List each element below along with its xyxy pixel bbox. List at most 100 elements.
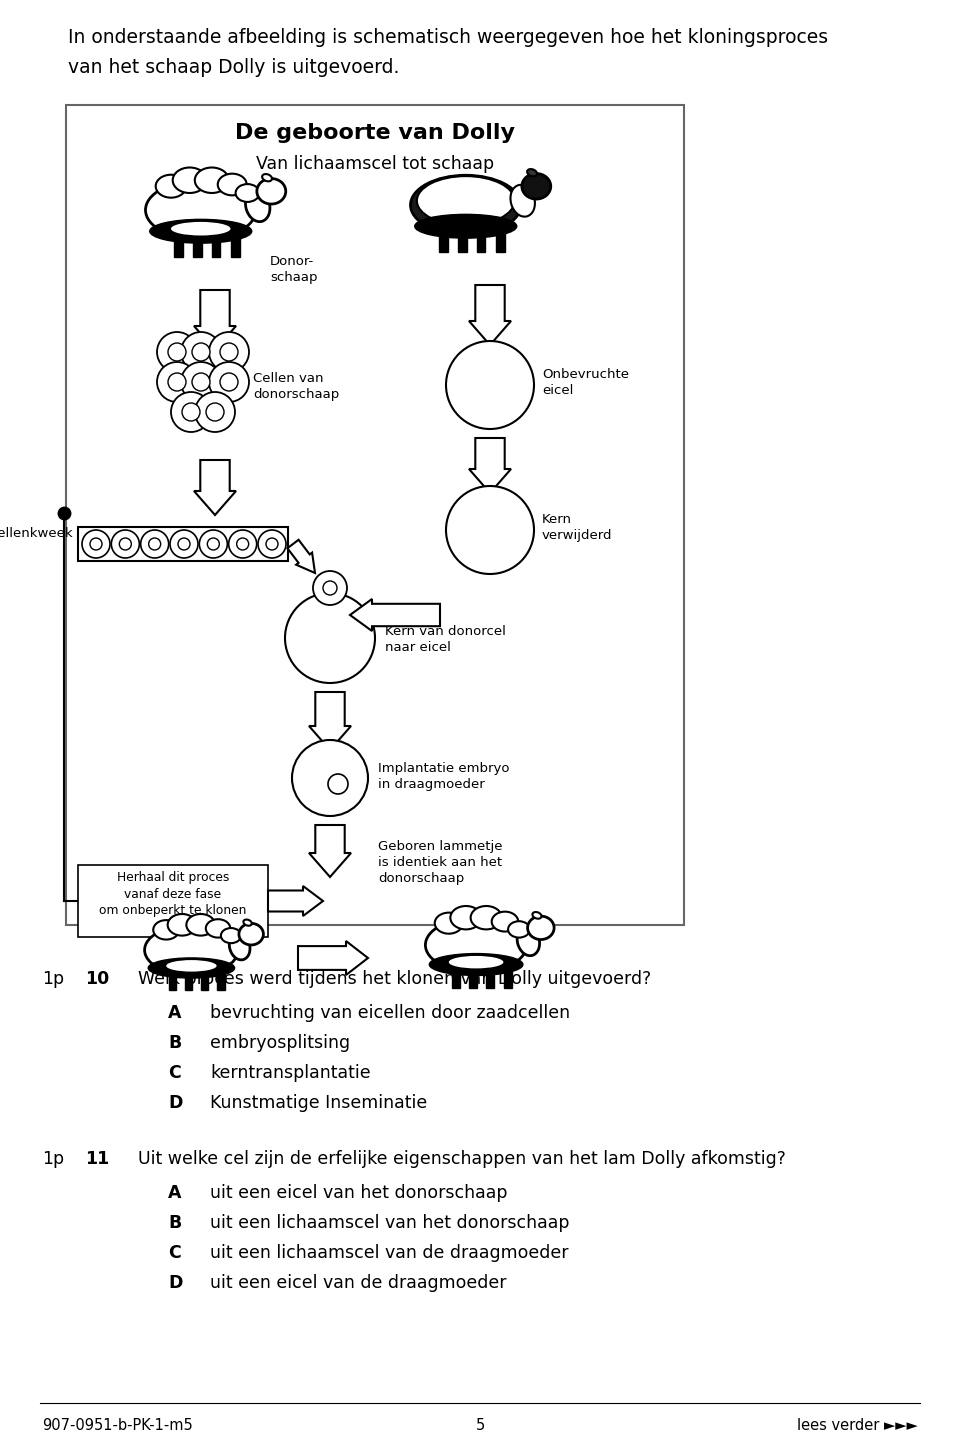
Circle shape — [209, 331, 249, 372]
Bar — [452, 967, 460, 988]
Bar — [185, 969, 192, 990]
Circle shape — [237, 538, 249, 550]
Text: 11: 11 — [85, 1150, 109, 1168]
Circle shape — [209, 362, 249, 402]
Polygon shape — [350, 599, 440, 631]
Circle shape — [119, 538, 132, 550]
Circle shape — [181, 331, 221, 372]
Text: lees verder ►►►: lees verder ►►► — [797, 1418, 918, 1433]
Circle shape — [200, 530, 228, 559]
Ellipse shape — [425, 917, 527, 972]
Circle shape — [181, 362, 221, 402]
Text: Donor-
schaap: Donor- schaap — [270, 255, 318, 284]
Text: uit een eicel van het donorschaap: uit een eicel van het donorschaap — [210, 1184, 508, 1202]
Text: Kunstmatige Inseminatie: Kunstmatige Inseminatie — [210, 1094, 427, 1111]
Ellipse shape — [150, 220, 252, 243]
Bar — [212, 233, 220, 256]
Circle shape — [207, 538, 219, 550]
Text: A: A — [168, 1004, 181, 1022]
Text: B: B — [168, 1035, 181, 1052]
Polygon shape — [309, 825, 351, 877]
Ellipse shape — [415, 214, 516, 239]
Text: Geboren lammetje
is identiek aan het
donorschaap: Geboren lammetje is identiek aan het don… — [378, 841, 502, 886]
Ellipse shape — [229, 933, 250, 959]
Ellipse shape — [166, 959, 217, 971]
Ellipse shape — [195, 168, 228, 192]
Ellipse shape — [246, 190, 270, 221]
Bar — [440, 229, 448, 252]
Ellipse shape — [435, 913, 463, 933]
Ellipse shape — [235, 184, 259, 203]
Ellipse shape — [262, 174, 272, 181]
Ellipse shape — [511, 185, 535, 217]
Bar — [458, 229, 467, 252]
Circle shape — [82, 530, 110, 559]
Polygon shape — [287, 540, 315, 573]
Circle shape — [446, 341, 534, 428]
Circle shape — [328, 774, 348, 794]
Ellipse shape — [411, 175, 521, 234]
Polygon shape — [298, 941, 368, 975]
Ellipse shape — [218, 174, 247, 195]
Polygon shape — [194, 460, 236, 515]
Circle shape — [149, 538, 160, 550]
Text: Kern
verwijderd: Kern verwijderd — [542, 514, 612, 543]
Ellipse shape — [156, 175, 186, 198]
Circle shape — [220, 343, 238, 360]
Text: uit een lichaamscel van het donorschaap: uit een lichaamscel van het donorschaap — [210, 1214, 569, 1231]
Text: In onderstaande afbeelding is schematisch weergegeven hoe het kloningsproces: In onderstaande afbeelding is schematisc… — [68, 27, 828, 46]
Circle shape — [192, 373, 210, 391]
Polygon shape — [469, 438, 511, 493]
Bar — [504, 967, 512, 988]
Text: Welk proces werd tijdens het klonen van Dolly uitgevoerd?: Welk proces werd tijdens het klonen van … — [138, 969, 651, 988]
Text: Cellen van
donorschaap: Cellen van donorschaap — [253, 372, 339, 401]
Ellipse shape — [221, 928, 241, 943]
Text: van het schaap Dolly is uitgevoerd.: van het schaap Dolly is uitgevoerd. — [68, 58, 399, 77]
Circle shape — [195, 392, 235, 433]
Circle shape — [182, 404, 200, 421]
Bar — [66, 106, 684, 925]
Polygon shape — [194, 289, 236, 350]
Bar — [496, 229, 505, 252]
Text: Implantatie embryo
in draagmoeder: Implantatie embryo in draagmoeder — [378, 763, 510, 792]
Ellipse shape — [173, 168, 206, 192]
Ellipse shape — [522, 174, 551, 200]
Ellipse shape — [244, 919, 252, 926]
Text: Cellenkweek: Cellenkweek — [0, 527, 73, 540]
Circle shape — [157, 362, 197, 402]
Text: D: D — [168, 1094, 182, 1111]
Ellipse shape — [205, 919, 230, 938]
Circle shape — [220, 373, 238, 391]
Ellipse shape — [146, 181, 256, 240]
Ellipse shape — [429, 954, 523, 975]
Circle shape — [111, 530, 139, 559]
Bar — [78, 865, 268, 938]
Text: A: A — [168, 1184, 181, 1202]
Text: B: B — [168, 1214, 181, 1231]
Text: bevruchting van eicellen door zaadcellen: bevruchting van eicellen door zaadcellen — [210, 1004, 570, 1022]
Text: uit een lichaamscel van de draagmoeder: uit een lichaamscel van de draagmoeder — [210, 1244, 568, 1262]
Circle shape — [292, 739, 368, 816]
Ellipse shape — [517, 926, 540, 955]
Circle shape — [168, 343, 186, 360]
Text: 10: 10 — [85, 969, 109, 988]
Text: embryosplitsing: embryosplitsing — [210, 1035, 350, 1052]
Bar — [486, 967, 494, 988]
Bar — [201, 969, 208, 990]
Bar — [169, 969, 177, 990]
Ellipse shape — [168, 915, 197, 936]
Circle shape — [178, 538, 190, 550]
Polygon shape — [309, 692, 351, 750]
Text: De geboorte van Dolly: De geboorte van Dolly — [235, 123, 515, 143]
Ellipse shape — [239, 923, 263, 945]
Ellipse shape — [533, 912, 541, 919]
Bar — [175, 233, 183, 256]
Text: 5: 5 — [475, 1418, 485, 1433]
Polygon shape — [469, 285, 511, 344]
Ellipse shape — [470, 906, 502, 929]
Circle shape — [171, 392, 211, 433]
Text: C: C — [168, 1064, 180, 1082]
Text: D: D — [168, 1273, 182, 1292]
Ellipse shape — [148, 958, 234, 978]
Ellipse shape — [508, 922, 530, 938]
